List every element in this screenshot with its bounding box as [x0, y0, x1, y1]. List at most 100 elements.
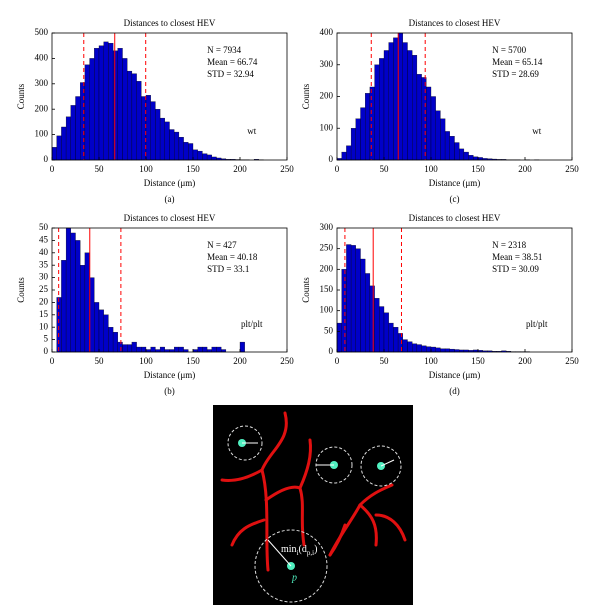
x-tick-label: 200 [518, 164, 532, 174]
bar [430, 96, 436, 161]
caption: (a) [165, 194, 175, 204]
bar [402, 42, 408, 161]
bar [444, 131, 450, 161]
bar [197, 346, 203, 353]
vessels [220, 411, 407, 572]
vessel [298, 486, 306, 547]
bar [468, 155, 474, 161]
x-tick-label: 100 [139, 356, 153, 366]
y-axis-label: Counts [16, 83, 26, 109]
y-tick-label: 200 [35, 103, 49, 113]
y-axis-label: Counts [16, 277, 26, 303]
arrow [380, 459, 395, 467]
y-tick-label: 250 [320, 243, 334, 253]
x-tick-label: 250 [280, 356, 294, 366]
vessel [328, 523, 347, 557]
bar [65, 116, 71, 161]
bar [341, 269, 347, 353]
bar [206, 154, 212, 161]
x-tick-label: 150 [186, 356, 200, 366]
bar [407, 50, 413, 161]
bar [463, 151, 469, 161]
bar [365, 273, 371, 353]
bar [136, 346, 142, 353]
vessel [358, 503, 378, 547]
arrows [242, 442, 395, 567]
chart: 0 50 100 150 200 250 0 50 100 150 200 250 300 Distanc… [301, 213, 579, 396]
group-label: wt [247, 126, 256, 136]
bar [150, 101, 156, 161]
bar [117, 48, 123, 161]
bar [112, 332, 118, 353]
bar [202, 153, 208, 161]
bar [341, 151, 347, 161]
y-tick-label: 30 [39, 272, 49, 282]
annotation: Mean = 38.51 [492, 252, 542, 262]
bar [374, 64, 380, 161]
bar [216, 346, 222, 353]
x-tick-label: 100 [139, 164, 153, 174]
bar [412, 343, 418, 353]
y-tick-label: 400 [320, 27, 334, 37]
bar [155, 109, 161, 161]
chart-title: Distances to closest HEV [124, 18, 216, 28]
annotation: Mean = 40.18 [207, 252, 258, 262]
bar [98, 309, 104, 353]
bar [202, 346, 208, 353]
y-axis-label: Counts [301, 83, 311, 109]
bar [178, 136, 184, 161]
label-part: ) [314, 544, 317, 555]
x-tick-label: 0 [335, 164, 340, 174]
x-tick-label: 100 [424, 356, 438, 366]
bar [444, 348, 450, 353]
bar [117, 341, 123, 353]
annotation: Mean = 65.14 [492, 57, 543, 67]
bar [178, 346, 184, 353]
bar [346, 244, 352, 353]
circle [360, 445, 402, 487]
bar [350, 128, 356, 161]
bar [421, 345, 427, 353]
bar [239, 341, 245, 353]
y-tick-label: 0 [44, 346, 49, 356]
bar [159, 346, 165, 353]
bar [145, 95, 151, 161]
bar [459, 148, 465, 161]
x-tick-label: 200 [233, 164, 247, 174]
y-tick-label: 400 [35, 52, 49, 62]
diagram: mini(dp,i) p [213, 405, 413, 605]
x-tick-label: 150 [471, 356, 485, 366]
bar [112, 50, 118, 161]
bar [103, 41, 109, 161]
bar [440, 118, 446, 161]
annotation: N = 427 [207, 240, 237, 250]
chart-title: Distances to closest HEV [409, 213, 501, 223]
bar [51, 147, 57, 161]
bar [397, 333, 403, 353]
bar [89, 277, 95, 353]
bar [65, 227, 71, 353]
bar [127, 344, 133, 353]
group-label: plt/plt [526, 319, 548, 329]
y-tick-label: 50 [324, 325, 334, 335]
caption: (c) [450, 194, 460, 204]
bar [131, 341, 137, 353]
bar [89, 58, 95, 161]
bar [211, 156, 217, 161]
bar [98, 45, 104, 161]
y-tick-label: 300 [320, 222, 334, 232]
bar [61, 260, 67, 353]
label-part: (d [299, 544, 307, 555]
chart: 0 50 100 150 200 250 0 100 200 300 400 Distances to… [301, 18, 579, 204]
y-axis-label: Counts [301, 277, 311, 303]
x-tick-label: 0 [50, 164, 55, 174]
bar [379, 58, 385, 161]
y-tick-label: 40 [39, 247, 49, 257]
x-tick-label: 250 [565, 356, 579, 366]
bar [174, 346, 180, 353]
diagram-background [213, 405, 413, 605]
chart-title: Distances to closest HEV [124, 213, 216, 223]
x-tick-label: 0 [50, 356, 55, 366]
vessel [220, 468, 264, 482]
